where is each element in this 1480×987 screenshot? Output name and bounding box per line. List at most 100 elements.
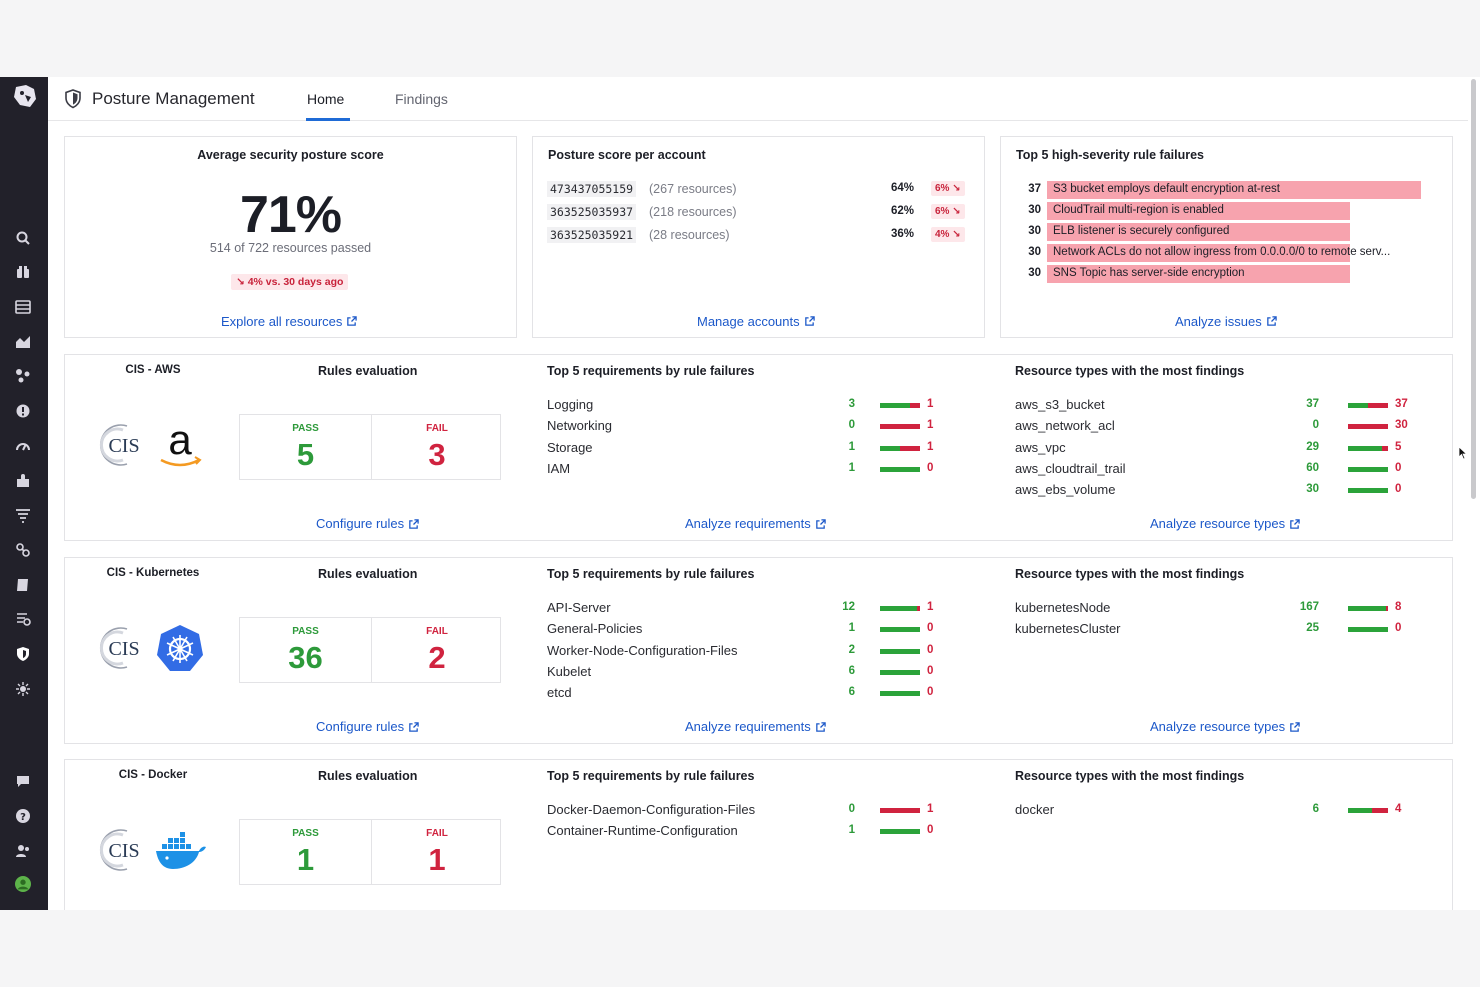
requirement-row[interactable]: etcd 6 0: [547, 685, 947, 703]
requirement-row-name: Worker-Node-Configuration-Files: [547, 642, 738, 658]
configure-rules-link[interactable]: Configure rules: [316, 516, 419, 531]
requirement-row[interactable]: Worker-Node-Configuration-Files 2 0: [547, 643, 947, 661]
team-icon[interactable]: [14, 842, 32, 860]
search-icon[interactable]: [14, 229, 32, 247]
configure-rules-link[interactable]: Configure rules: [316, 719, 419, 734]
resource-type-row[interactable]: kubernetesNode 167 8: [1015, 600, 1415, 618]
fail-count-tile[interactable]: FAIL 1: [371, 820, 502, 884]
manage-accounts-link[interactable]: Manage accounts: [697, 314, 815, 329]
fail-count-tile[interactable]: FAIL 3: [371, 415, 502, 479]
resource-type-row[interactable]: docker 6 4: [1015, 802, 1415, 820]
tab-home[interactable]: Home: [307, 91, 345, 107]
external-link-icon: [804, 316, 815, 326]
analyze-resource-types-link[interactable]: Analyze resource types: [1150, 516, 1300, 531]
requirement-row[interactable]: IAM 1 0: [547, 461, 947, 479]
requirement-row-fail-count: 0: [927, 686, 934, 699]
tab-findings[interactable]: Findings: [395, 91, 448, 107]
pass-label: PASS: [292, 423, 319, 434]
resource-types-title: Resource types with the most findings: [1015, 567, 1245, 581]
dashboards-icon[interactable]: [14, 298, 32, 316]
framework-name: CIS - Kubernetes: [106, 567, 200, 579]
integrations-icon[interactable]: [14, 367, 32, 385]
page-header: Posture Management Home Findings: [48, 77, 1468, 121]
account-row[interactable]: 473437055159 (267 resources) 64% 6% ↘: [547, 181, 967, 199]
rule-failure-row[interactable]: 30 Network ACLs do not allow ingress from…: [1015, 244, 1435, 262]
datadog-logo[interactable]: [12, 83, 38, 109]
scrollbar[interactable]: [1471, 79, 1476, 499]
rules-pass-fail-box[interactable]: PASS 5 FAIL 3: [239, 414, 501, 480]
analyze-requirements-link[interactable]: Analyze requirements: [685, 516, 826, 531]
binoculars-icon[interactable]: [14, 263, 32, 281]
explore-resources-link[interactable]: Explore all resources: [221, 314, 358, 329]
analyze-requirements-link-label: Analyze requirements: [685, 516, 811, 531]
requirement-row-pass-count: 1: [848, 824, 855, 837]
resource-type-row-fail-count: 8: [1395, 601, 1402, 613]
synthetics-icon[interactable]: [14, 541, 32, 559]
amazon-logo: a: [153, 416, 207, 470]
rum-icon[interactable]: [14, 680, 32, 698]
rules-pass-fail-box[interactable]: PASS 36 FAIL 2: [239, 617, 501, 683]
resource-type-row-ratio-bar: [1348, 627, 1388, 633]
resource-type-row[interactable]: aws_ebs_volume 30 0: [1015, 482, 1415, 500]
page-title: Posture Management: [92, 89, 255, 108]
rule-failure-row[interactable]: 30 SNS Topic has server-side encryption: [1015, 265, 1435, 283]
security-icon[interactable]: [14, 645, 32, 663]
resource-type-row[interactable]: aws_s3_bucket 37 37: [1015, 397, 1415, 415]
resource-type-row-name: kubernetesNode: [1015, 600, 1111, 615]
requirement-row[interactable]: Kubelet 6 0: [547, 664, 947, 682]
requirement-row-pass-count: 1: [848, 622, 855, 635]
svg-text:CIS: CIS: [108, 840, 139, 862]
extensions-icon[interactable]: [14, 472, 32, 490]
pass-count-tile[interactable]: PASS 36: [240, 618, 371, 682]
apm-icon[interactable]: [14, 437, 32, 455]
requirement-row[interactable]: API-Server 12 1: [547, 600, 947, 618]
pass-count-tile[interactable]: PASS 5: [240, 415, 371, 479]
rule-failure-row[interactable]: 37 S3 bucket employs default encryption a…: [1015, 181, 1435, 199]
metrics-icon[interactable]: [14, 333, 32, 351]
ci-icon[interactable]: [14, 610, 32, 628]
resource-type-row[interactable]: aws_network_acl 0 30: [1015, 418, 1415, 436]
requirement-row-ratio-bar-pass: [880, 445, 900, 451]
notebooks-icon[interactable]: [14, 576, 32, 594]
analyze-issues-link[interactable]: Analyze issues: [1175, 314, 1277, 329]
accounts-title: Posture score per account: [548, 148, 706, 162]
requirement-row[interactable]: Storage 1 1: [547, 440, 947, 458]
pass-label: PASS: [292, 828, 319, 839]
avg-score-value: 71%: [239, 186, 342, 244]
chat-icon[interactable]: [14, 772, 32, 790]
analyze-requirements-link[interactable]: Analyze requirements: [685, 719, 826, 734]
requirement-row-ratio-bar: [880, 691, 920, 697]
user-avatar[interactable]: [14, 875, 32, 893]
rules-pass-fail-box[interactable]: PASS 1 FAIL 1: [239, 819, 501, 885]
resource-type-row[interactable]: aws_cloudtrail_trail 60 0: [1015, 461, 1415, 479]
top-requirements-title: Top 5 requirements by rule failures: [547, 769, 755, 783]
account-row[interactable]: 363525035921 (28 resources) 36% 4% ↘: [547, 227, 967, 245]
account-row[interactable]: 363525035937 (218 resources) 62% 6% ↘: [547, 204, 967, 222]
resource-type-row-pass-count: 167: [1299, 601, 1319, 613]
pass-count-tile[interactable]: PASS 1: [240, 820, 371, 884]
fail-count-tile[interactable]: FAIL 2: [371, 618, 502, 682]
requirement-row[interactable]: Container-Runtime-Configuration 1 0: [547, 823, 947, 841]
mouse-cursor-icon: [1458, 446, 1468, 460]
resource-type-row-ratio-bar: [1348, 445, 1388, 451]
resource-type-row[interactable]: aws_vpc 29 5: [1015, 440, 1415, 458]
requirement-row[interactable]: Networking 0 1: [547, 418, 947, 436]
monitors-icon[interactable]: [14, 402, 32, 420]
resource-type-row-fail-count: 0: [1395, 622, 1402, 635]
rule-failure-bar: [1047, 181, 1421, 199]
help-icon[interactable]: ?: [14, 807, 32, 825]
requirement-row[interactable]: General-Policies 1 0: [547, 621, 947, 639]
requirement-row-fail-count: 0: [927, 824, 934, 837]
resource-type-row-ratio-bar-pass: [1348, 445, 1382, 451]
svg-text:CIS: CIS: [108, 638, 139, 660]
requirement-row[interactable]: Docker-Daemon-Configuration-Files 0 1: [547, 802, 947, 820]
analyze-requirements-link-label: Analyze requirements: [685, 719, 811, 734]
logs-icon[interactable]: [14, 506, 32, 524]
rule-failure-row[interactable]: 30 CloudTrail multi-region is enabled: [1015, 202, 1435, 220]
rule-failure-row[interactable]: 30 ELB listener is securely configured: [1015, 223, 1435, 241]
analyze-resource-types-link[interactable]: Analyze resource types: [1150, 719, 1300, 734]
requirement-row-pass-count: 3: [848, 398, 855, 410]
requirement-row[interactable]: Logging 3 1: [547, 397, 947, 415]
resource-type-row-name: aws_s3_bucket: [1015, 397, 1105, 412]
resource-type-row[interactable]: kubernetesCluster 25 0: [1015, 621, 1415, 639]
